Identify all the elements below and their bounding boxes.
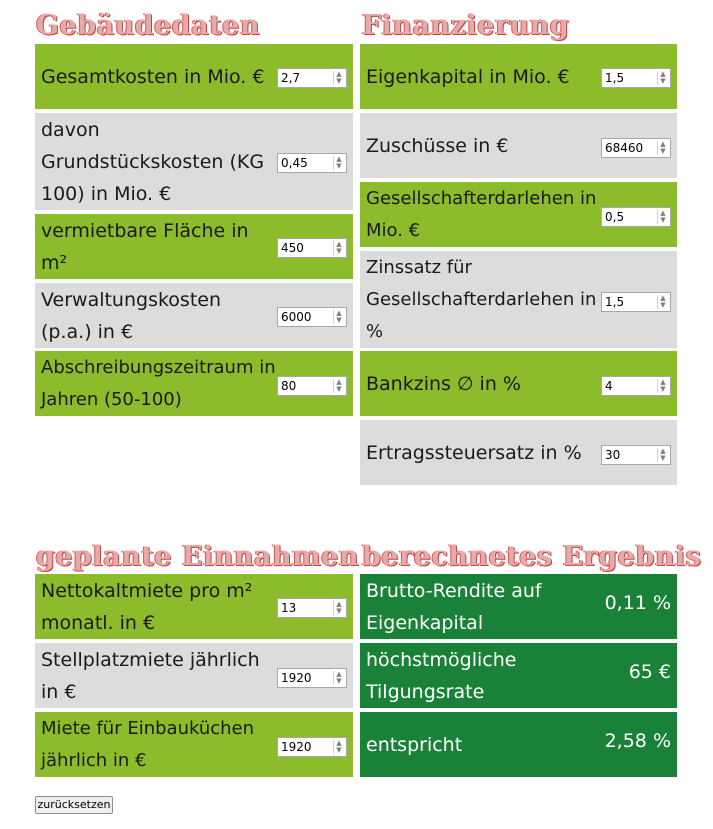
- label-verwaltungskosten: Verwaltungskosten (p.a.) in €: [41, 288, 222, 343]
- tilgungsrate-value: 65 €: [628, 661, 671, 683]
- gesellschafterdarlehen-input[interactable]: 0,5 ▲ ▼: [601, 207, 671, 227]
- row-gesellschafterdarlehen: Gesellschafterdarlehen in Mio. € 0,5 ▲ ▼: [360, 182, 677, 247]
- spinner-icon[interactable]: ▲ ▼: [657, 71, 668, 85]
- spinner-icon[interactable]: ▲ ▼: [333, 601, 344, 615]
- entspricht-value: 2,58 %: [604, 730, 671, 752]
- label-stellplatzmiete: Stellplatzmiete jährlich in €: [41, 648, 260, 703]
- row-ertragssteuersatz: Ertragssteuersatz in % 30 ▲ ▼: [360, 420, 677, 485]
- spinner-icon[interactable]: ▲ ▼: [333, 241, 344, 255]
- zuschuesse-input[interactable]: 68460 ▲ ▼: [601, 138, 671, 158]
- section-title-einnahmen: geplante Einnahmen: [36, 541, 359, 572]
- spinner-icon[interactable]: ▲ ▼: [657, 210, 668, 224]
- row-bankzins: Bankzins ∅ in % 4 ▲ ▼: [360, 351, 677, 416]
- bankzins-input[interactable]: 4 ▲ ▼: [601, 376, 671, 396]
- row-tilgungsrate: höchstmögliche Tilgungsrate 65 €: [360, 643, 677, 708]
- spinner-icon[interactable]: ▲ ▼: [333, 71, 344, 85]
- label-ertragssteuersatz: Ertragssteuersatz in %: [366, 441, 582, 464]
- spinner-icon[interactable]: ▲ ▼: [657, 379, 668, 393]
- row-einbaukuechen: Miete für Einbauküchen jährlich in € 192…: [35, 712, 353, 777]
- spinner-icon[interactable]: ▲ ▼: [657, 141, 668, 155]
- label-tilgungsrate: höchstmögliche Tilgungsrate: [366, 648, 517, 703]
- row-nettokaltmiete: Nettokaltmiete pro m² monatl. in € 13 ▲ ▼: [35, 574, 353, 639]
- eigenkapital-input[interactable]: 1,5 ▲ ▼: [601, 68, 671, 88]
- verwaltungskosten-input[interactable]: 6000 ▲ ▼: [277, 307, 347, 327]
- spinner-icon[interactable]: ▲ ▼: [657, 448, 668, 462]
- ertragssteuersatz-input[interactable]: 30 ▲ ▼: [601, 445, 671, 465]
- label-abschreibung: Abschreibungszeitraum in Jahren (50-100): [41, 356, 276, 410]
- gesamtkosten-input[interactable]: 2,7 ▲ ▼: [277, 68, 347, 88]
- spinner-icon[interactable]: ▲ ▼: [657, 295, 668, 309]
- label-brutto-rendite: Brutto-Rendite auf Eigenkapital: [366, 579, 542, 634]
- label-grundstueckskosten: davon Grundstückskosten (KG 100) in Mio.…: [41, 118, 265, 205]
- section-title-finanzierung: Finanzierung: [362, 10, 570, 41]
- label-entspricht: entspricht: [366, 733, 463, 756]
- label-eigenkapital: Eigenkapital in Mio. €: [366, 65, 570, 88]
- label-gesamtkosten: Gesamtkosten in Mio. €: [41, 65, 265, 88]
- row-eigenkapital: Eigenkapital in Mio. € 1,5 ▲ ▼: [360, 44, 677, 109]
- label-bankzins: Bankzins ∅ in %: [366, 372, 521, 395]
- label-einbaukuechen: Miete für Einbauküchen jährlich in €: [41, 717, 255, 771]
- row-flaeche: vermietbare Fläche in m² 450 ▲ ▼: [35, 214, 353, 279]
- row-grundstueckskosten: davon Grundstückskosten (KG 100) in Mio.…: [35, 113, 353, 210]
- stellplatzmiete-input[interactable]: 1920 ▲ ▼: [277, 668, 347, 688]
- einbaukuechen-input[interactable]: 1920 ▲ ▼: [277, 737, 347, 757]
- row-brutto-rendite: Brutto-Rendite auf Eigenkapital 0,11 %: [360, 574, 677, 639]
- label-zinssatz-gesellschafterdarlehen: Zinssatz für Gesellschafterdarlehen in %: [366, 256, 597, 342]
- spinner-icon[interactable]: ▲ ▼: [333, 379, 344, 393]
- spinner-icon[interactable]: ▲ ▼: [333, 310, 344, 324]
- label-zuschuesse: Zuschüsse in €: [366, 134, 509, 157]
- row-stellplatzmiete: Stellplatzmiete jährlich in € 1920 ▲ ▼: [35, 643, 353, 708]
- spinner-icon[interactable]: ▲ ▼: [333, 671, 344, 685]
- row-zuschuesse: Zuschüsse in € 68460 ▲ ▼: [360, 113, 677, 178]
- brutto-rendite-value: 0,11 %: [604, 592, 671, 614]
- section-title-ergebnis: berechnetes Ergebnis: [362, 541, 702, 572]
- spinner-icon[interactable]: ▲ ▼: [333, 156, 344, 170]
- row-entspricht: entspricht 2,58 %: [360, 712, 677, 777]
- reset-button[interactable]: zurücksetzen: [35, 796, 113, 814]
- grundstueckskosten-input[interactable]: 0,45 ▲ ▼: [277, 153, 347, 173]
- row-abschreibung: Abschreibungszeitraum in Jahren (50-100)…: [35, 351, 353, 416]
- label-gesellschafterdarlehen: Gesellschafterdarlehen in Mio. €: [366, 187, 597, 241]
- zinssatz-gesellschafterdarlehen-input[interactable]: 1,5 ▲ ▼: [601, 292, 671, 312]
- spinner-icon[interactable]: ▲ ▼: [333, 740, 344, 754]
- flaeche-input[interactable]: 450 ▲ ▼: [277, 238, 347, 258]
- row-zinssatz-gesellschafterdarlehen: Zinssatz für Gesellschafterdarlehen in %…: [360, 251, 677, 348]
- section-title-gebaeudedaten: Gebäudedaten: [36, 10, 260, 41]
- abschreibung-input[interactable]: 80 ▲ ▼: [277, 376, 347, 396]
- row-gesamtkosten: Gesamtkosten in Mio. € 2,7 ▲ ▼: [35, 44, 353, 109]
- label-flaeche: vermietbare Fläche in m²: [41, 219, 249, 274]
- label-nettokaltmiete: Nettokaltmiete pro m² monatl. in €: [41, 579, 253, 634]
- nettokaltmiete-input[interactable]: 13 ▲ ▼: [277, 598, 347, 618]
- row-verwaltungskosten: Verwaltungskosten (p.a.) in € 6000 ▲ ▼: [35, 283, 353, 348]
